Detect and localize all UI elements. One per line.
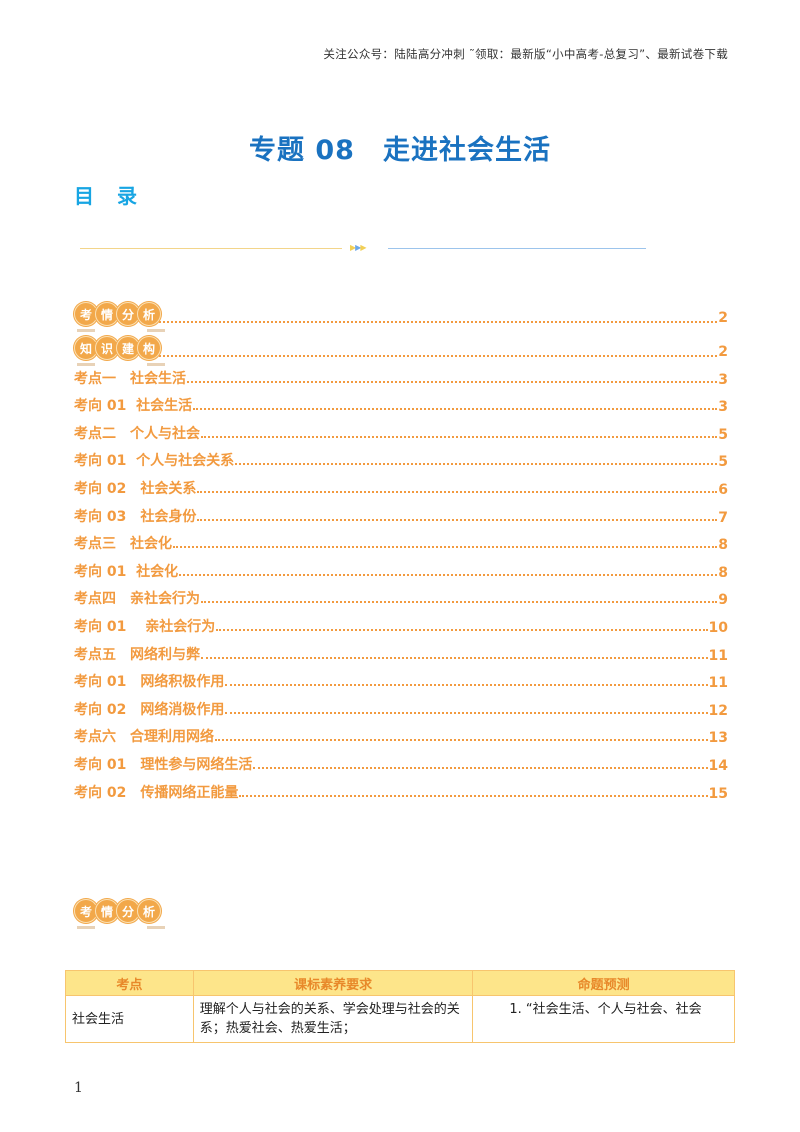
toc-leader-dots bbox=[201, 601, 718, 604]
header-note: 关注公众号：陆陆高分冲刺 ˜领取：最新版“小中高考-总复习”、最新试卷下载 bbox=[323, 47, 728, 61]
toc-label: 考点六 合理利用网络 bbox=[74, 729, 214, 746]
toc-leader-dots bbox=[216, 628, 708, 631]
table-cell: 理解个人与社会的关系、学会处理与社会的关系；热爱社会、热爱生活； bbox=[192, 995, 474, 1043]
toc-page-number: 2 bbox=[718, 344, 728, 360]
toc-label: 考向 01 个人与社会关系 bbox=[74, 453, 235, 470]
toc-page-number: 13 bbox=[708, 730, 728, 747]
toc-leader-dots bbox=[215, 739, 708, 742]
toc-heading: 目 录 bbox=[74, 184, 145, 208]
toc-entry[interactable]: 考向 03 社会身份 7 bbox=[74, 498, 728, 526]
toc-label: 考向 02 传播网络正能量 bbox=[74, 784, 239, 801]
toc-leader-dots bbox=[201, 656, 708, 659]
toc-page-number: 3 bbox=[718, 371, 728, 388]
toc-entry[interactable]: 考向 01 亲社会行为 10 bbox=[74, 608, 728, 636]
toc-leader-dots bbox=[225, 684, 708, 687]
toc-entry[interactable]: 考向 02 社会关系 6 bbox=[74, 470, 728, 498]
toc-leader-dots bbox=[201, 435, 718, 438]
divider-left-line bbox=[80, 248, 342, 249]
toc-label: 考向 01 社会生活 bbox=[74, 398, 193, 415]
page-title: 专题 08 走进社会生活 bbox=[249, 135, 551, 166]
toc-page-number: 6 bbox=[718, 481, 728, 498]
toc-label: 考向 02 社会关系 bbox=[74, 480, 197, 497]
section-heading-analysis: 考 情 分 析 bbox=[74, 899, 165, 929]
toc-page-number: 9 bbox=[718, 592, 728, 609]
toc-page-number: 2 bbox=[718, 310, 728, 326]
toc-leader-dots bbox=[239, 794, 708, 797]
analysis-table: 考点 课标素养要求 命题预测 社会生活 理解个人与社会的关系、学会处理与社会的关… bbox=[65, 970, 735, 1043]
column-header: 考点 bbox=[65, 970, 194, 996]
toc-entry[interactable]: 考向 02 传播网络正能量 15 bbox=[74, 774, 728, 802]
badge-kaoqing-fenxi: 考 情 分 析 bbox=[74, 899, 165, 929]
toc-leader-dots bbox=[235, 463, 718, 466]
toc-label: 考向 01 网络积极作用 bbox=[74, 674, 225, 691]
toc-entry[interactable]: 考向 01 网络积极作用 11 bbox=[74, 664, 728, 692]
toc-label: 考向 01 亲社会行为 bbox=[74, 618, 216, 635]
toc-label: 考向 01 理性参与网络生活 bbox=[74, 756, 253, 773]
toc-leader-dots bbox=[173, 546, 718, 549]
divider-right-line bbox=[388, 248, 646, 249]
toc-leader-dots bbox=[197, 518, 718, 521]
toc-entry-analysis[interactable]: 考 情 分 析 2 bbox=[74, 292, 728, 332]
toc-entry[interactable]: 考向 02 网络消极作用 12 bbox=[74, 691, 728, 719]
toc-label: 考点五 网络利与弊 bbox=[74, 646, 200, 663]
toc-label: 考向 01 社会化 bbox=[74, 563, 179, 580]
badge-zhishi-jiangou: 知 识 建 构 bbox=[74, 336, 165, 366]
toc-entry[interactable]: 考向 01 社会化 8 bbox=[74, 553, 728, 581]
toc-entry[interactable]: 考点三 社会化 8 bbox=[74, 526, 728, 554]
page-number: 1 bbox=[74, 1080, 83, 1096]
toc-entry[interactable]: 考点四 亲社会行为 9 bbox=[74, 581, 728, 609]
toc-page-number: 7 bbox=[718, 509, 728, 526]
table-row: 社会生活 理解个人与社会的关系、学会处理与社会的关系；热爱社会、热爱生活； 1.… bbox=[65, 995, 735, 1043]
toc-leader-dots bbox=[253, 766, 708, 769]
column-header: 课标素养要求 bbox=[192, 970, 474, 996]
toc-label: 考点二 个人与社会 bbox=[74, 425, 200, 442]
toc-leader-dots bbox=[179, 573, 718, 576]
table-cell: 社会生活 bbox=[65, 995, 194, 1043]
badge-kaoqing-fenxi: 考 情 分 析 bbox=[74, 302, 165, 332]
toc-label: 考点一 社会生活 bbox=[74, 370, 186, 387]
toc-label: 考点四 亲社会行为 bbox=[74, 591, 200, 608]
toc-page-number: 5 bbox=[718, 454, 728, 471]
toc-page-number: 8 bbox=[718, 537, 728, 554]
toc-entry[interactable]: 考点二 个人与社会 5 bbox=[74, 415, 728, 443]
toc-leader-dots bbox=[159, 355, 718, 357]
table-cell: 1. “社会生活、个人与社会、社会 bbox=[472, 995, 735, 1043]
toc-page-number: 8 bbox=[718, 564, 728, 581]
toc-leader-dots bbox=[225, 711, 708, 714]
table-header-row: 考点 课标素养要求 命题预测 bbox=[65, 970, 735, 996]
toc-leader-dots bbox=[197, 490, 718, 493]
toc-page-number: 5 bbox=[718, 426, 728, 443]
toc-label: 考向 03 社会身份 bbox=[74, 508, 197, 525]
toc-entry[interactable]: 考点六 合理利用网络 13 bbox=[74, 719, 728, 747]
column-header: 命题预测 bbox=[472, 970, 735, 996]
toc-leader-dots bbox=[187, 380, 718, 383]
toc-label: 考点三 社会化 bbox=[74, 536, 172, 553]
toc-leader-dots bbox=[159, 321, 718, 323]
toc-page-number: 14 bbox=[708, 757, 728, 774]
toc-entry[interactable]: 考向 01 理性参与网络生活 14 bbox=[74, 746, 728, 774]
decorative-divider: ▶▶▶ bbox=[80, 243, 646, 252]
toc-entry[interactable]: 考点五 网络利与弊 11 bbox=[74, 636, 728, 664]
toc-page-number: 10 bbox=[708, 619, 728, 636]
toc-leader-dots bbox=[193, 408, 718, 411]
toc-entry[interactable]: 考点一 社会生活 3 bbox=[74, 360, 728, 388]
toc-page-number: 15 bbox=[708, 785, 728, 802]
toc-page-number: 12 bbox=[708, 702, 728, 719]
triangle-arrows-icon: ▶▶▶ bbox=[350, 243, 367, 252]
toc-page-number: 11 bbox=[708, 647, 728, 664]
toc-entry-construction[interactable]: 知 识 建 构 2 bbox=[74, 326, 728, 366]
toc-entry[interactable]: 考向 01 社会生活 3 bbox=[74, 388, 728, 416]
toc-page-number: 11 bbox=[708, 675, 728, 692]
toc-entry[interactable]: 考向 01 个人与社会关系 5 bbox=[74, 443, 728, 471]
toc-page-number: 3 bbox=[718, 399, 728, 416]
toc-label: 考向 02 网络消极作用 bbox=[74, 701, 225, 718]
table-of-contents: 考 情 分 析 2 知 识 建 构 2 考点一 社会生活 3 考向 01 社会生活… bbox=[74, 292, 728, 802]
